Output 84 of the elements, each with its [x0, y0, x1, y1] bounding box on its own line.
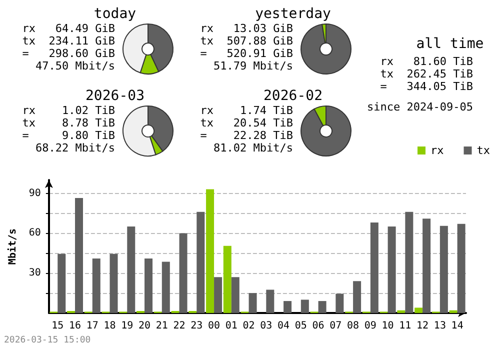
x-tick-label: 01: [225, 320, 238, 332]
bar: [110, 254, 118, 313]
text: 51.79 Mbit/s: [214, 60, 293, 72]
x-tick-label: 02: [242, 320, 255, 332]
x-tick-label: 06: [312, 320, 324, 332]
text: tx 20.54 TiB: [200, 116, 294, 130]
x-tick-label: 23: [190, 320, 203, 332]
x-tick-label: 22: [173, 320, 186, 332]
bar: [440, 226, 448, 313]
bar: [388, 226, 396, 313]
text: = 22.28 TiB: [200, 129, 294, 142]
legend-label: tx: [476, 144, 490, 157]
bar: [284, 301, 292, 313]
text: rx 1.02 TiB: [22, 104, 116, 117]
x-tick-label: 17: [86, 320, 98, 332]
text: since 2024-09-05: [367, 100, 473, 114]
bar: [422, 218, 431, 313]
bar: [206, 189, 214, 313]
text: rx 1.74 TiB: [200, 104, 294, 117]
text: 68.22 Mbit/s: [36, 142, 115, 154]
chart-title: 2026-03: [85, 88, 145, 104]
text: = 520.91 GiB: [200, 47, 294, 60]
bar: [223, 246, 232, 313]
x-tick-label: 05: [294, 320, 307, 332]
x-tick-label: 16: [68, 320, 82, 332]
text: tx 507.88 GiB: [200, 34, 294, 48]
x-tick-label: 08: [347, 320, 360, 332]
y-tick-label: 30: [28, 268, 41, 279]
x-tick-label: 00: [208, 320, 220, 332]
x-tick-label: 18: [104, 320, 116, 332]
bar: [58, 254, 66, 313]
text: = 344.05 TiB: [380, 80, 474, 93]
x-tick-label: 11: [399, 320, 412, 332]
chart-title: 2026-02: [263, 88, 323, 104]
y-tick-label: 90: [28, 188, 41, 199]
bar: [144, 258, 153, 313]
legend-label: rx: [430, 144, 444, 157]
text: rx 13.03 GiB: [200, 22, 294, 35]
bar: [196, 212, 205, 313]
x-tick-label: 12: [416, 320, 429, 332]
bar: [397, 310, 406, 313]
bar: [449, 310, 458, 313]
text: = 9.80 TiB: [22, 129, 116, 142]
x-tick-label: 07: [330, 320, 342, 332]
x-tick-label: 20: [138, 320, 151, 332]
y-tick-label: 60: [28, 228, 41, 239]
text: all time: [416, 36, 484, 52]
bar: [214, 277, 222, 313]
bar: [336, 294, 344, 313]
x-tick-label: 14: [451, 320, 464, 332]
bar: [405, 212, 414, 313]
bar: [179, 233, 188, 313]
chart-title: today: [94, 6, 136, 22]
text: tx 262.45 TiB: [380, 68, 474, 80]
x-tick-label: 10: [382, 320, 394, 332]
bar: [162, 262, 170, 313]
bar: [353, 281, 362, 313]
bar: [248, 293, 257, 313]
bar: [266, 290, 274, 313]
text: tx 8.78 TiB: [22, 116, 116, 130]
x-tick-label: 19: [121, 320, 134, 332]
bar: [318, 301, 326, 313]
x-tick-label: 09: [364, 320, 376, 332]
x-tick-label: 21: [156, 320, 168, 332]
x-tick-label: 04: [278, 320, 290, 332]
bar: [414, 308, 423, 313]
bar: [370, 222, 378, 313]
text: = 298.60 GiB: [22, 47, 116, 60]
x-tick-label: 03: [260, 320, 272, 332]
text: rx 81.60 TiB: [380, 55, 474, 68]
text: 47.50 Mbit/s: [36, 60, 115, 72]
text: tx 234.11 GiB: [22, 34, 116, 48]
chart-title: yesterday: [255, 6, 331, 22]
x-tick-label: 13: [434, 320, 446, 332]
x-tick-label: 15: [52, 320, 64, 332]
y-axis-title: Mbit/s: [6, 228, 18, 265]
bar: [231, 277, 240, 313]
text: 2026-03-15 15:00: [4, 336, 91, 346]
text: 81.02 Mbit/s: [214, 142, 293, 154]
text: rx 64.49 GiB: [22, 22, 116, 35]
bar: [300, 300, 309, 313]
bar: [75, 198, 84, 313]
bar: [127, 226, 136, 313]
bar: [92, 258, 100, 313]
